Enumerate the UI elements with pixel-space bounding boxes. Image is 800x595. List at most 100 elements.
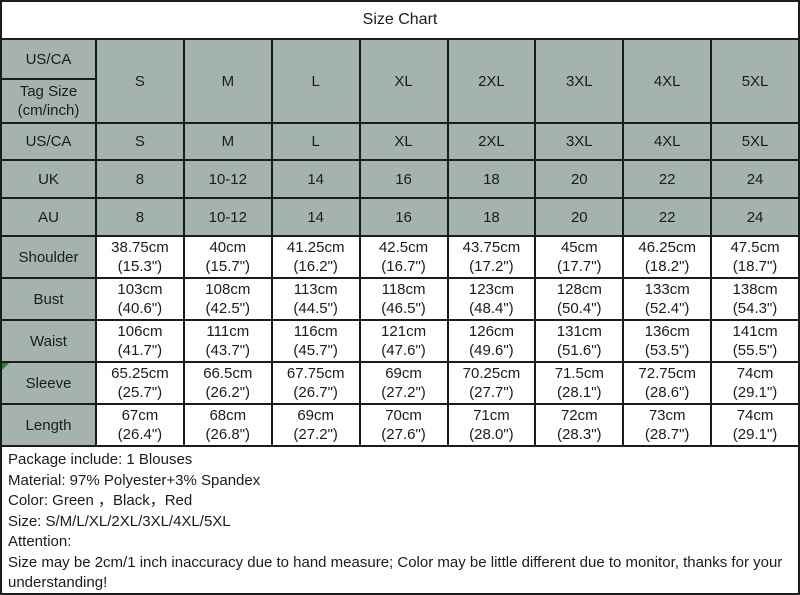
measurement-cell: 138cm (54.3") xyxy=(712,279,798,319)
measurement-cell: 70cm (27.6") xyxy=(360,405,449,445)
row-label: Bust xyxy=(2,279,97,319)
measurement-cell: 70.25cm (27.7") xyxy=(448,363,537,403)
table-row-length: Length 67cm (26.4") 68cm (26.8") 69cm (27.2… xyxy=(2,405,798,447)
measurement-cm: 136cm xyxy=(644,323,690,340)
measurement-inch: (49.6") xyxy=(469,342,514,359)
measurement-inch: (42.5") xyxy=(205,300,251,317)
measurement-inch: (27.2") xyxy=(381,384,426,401)
measurement-cm: 113cm xyxy=(293,281,338,298)
measurement-cm: 46.25cm xyxy=(638,239,696,256)
measurement-cm: 47.5cm xyxy=(730,239,780,256)
measurement-cm: 66.5cm xyxy=(203,365,253,382)
measurement-cell: 136cm (53.5") xyxy=(624,321,713,361)
measurement-cm: 111cm xyxy=(206,323,250,340)
row-label: Shoulder xyxy=(2,237,97,277)
measurement-inch: (29.1") xyxy=(732,426,778,443)
measurement-cell: 126cm (49.6") xyxy=(448,321,537,361)
measurement-inch: (26.8") xyxy=(205,426,251,443)
measurement-inch: (43.7") xyxy=(205,342,251,359)
measurement-cm: 71cm xyxy=(473,407,510,424)
measurement-cm: 108cm xyxy=(205,281,251,298)
measurement-cm: 116cm xyxy=(293,323,338,340)
measurement-inch: (18.7") xyxy=(732,258,778,275)
measurement-cm: 73cm xyxy=(648,407,686,424)
measurement-cm: 43.75cm xyxy=(462,239,521,256)
measurement-cm: 70.25cm xyxy=(462,365,521,382)
measurement-inch: (28.0") xyxy=(469,426,514,443)
size-value-cell: S xyxy=(97,124,185,159)
measurement-inch: (51.6") xyxy=(557,342,602,359)
measurement-cell: 72.75cm (28.6") xyxy=(624,363,713,403)
measurement-inch: (26.2") xyxy=(205,384,251,401)
measurement-inch: (44.5") xyxy=(293,300,338,317)
measurement-cm: 41.25cm xyxy=(286,239,345,256)
measurement-cell: 133cm (52.4") xyxy=(624,279,713,319)
measurement-cell: 72cm (28.3") xyxy=(536,405,625,445)
cell-comment-marker-icon xyxy=(2,363,9,370)
measurement-cm: 133cm xyxy=(644,281,690,298)
measurement-cm: 65.25cm xyxy=(111,365,169,382)
table-row-sleeve: Sleeve 65.25cm (25.7") 66.5cm (26.2") 67.7… xyxy=(2,363,798,405)
tag-size-band-label: Tag Size (cm/inch) xyxy=(2,80,95,122)
table-row-uk: UK 8 10-12 14 16 18 20 22 24 xyxy=(2,161,798,199)
measurement-cm: 42.5cm xyxy=(378,239,429,256)
measurement-inch: (50.4") xyxy=(557,300,602,317)
measurement-cm: 67.75cm xyxy=(286,365,345,382)
size-column-header: 3XL xyxy=(536,40,625,122)
measurement-cell: 111cm (43.7") xyxy=(184,321,273,361)
measurement-inch: (27.7") xyxy=(469,384,514,401)
measurement-cell: 40cm (15.7") xyxy=(184,237,273,277)
size-value-cell: 3XL xyxy=(536,124,625,159)
row-label: Waist xyxy=(2,321,97,361)
measurement-cm: 45cm xyxy=(560,239,598,256)
row-label: AU xyxy=(2,199,97,235)
size-value-cell: 8 xyxy=(97,161,185,197)
measurement-cell: 141cm (55.5") xyxy=(712,321,798,361)
measurement-cm: 38.75cm xyxy=(111,239,169,256)
measurement-cm: 106cm xyxy=(117,323,163,340)
measurement-inch: (17.7") xyxy=(557,258,602,275)
measurement-cell: 116cm (45.7") xyxy=(272,321,361,361)
measurement-inch: (16.2") xyxy=(293,258,338,275)
measurement-inch: (28.3") xyxy=(557,426,602,443)
measurement-cm: 74cm xyxy=(736,407,774,424)
measurement-cm: 131cm xyxy=(556,323,602,340)
measurement-cell: 69cm (27.2") xyxy=(360,363,449,403)
measurement-cell: 131cm (51.6") xyxy=(536,321,625,361)
table-row-au: AU 8 10-12 14 16 18 20 22 24 xyxy=(2,199,798,237)
measurement-inch: (55.5") xyxy=(732,342,778,359)
measurement-cell: 68cm (26.8") xyxy=(184,405,273,445)
measurement-cell: 108cm (42.5") xyxy=(184,279,273,319)
measurement-inch: (40.6") xyxy=(117,300,163,317)
measurement-cm: 118cm xyxy=(381,281,426,298)
row-label-text: Sleeve xyxy=(25,374,72,392)
table-row-usca: US/CA S M L XL 2XL 3XL 4XL 5XL xyxy=(2,124,798,161)
size-value-cell: 24 xyxy=(712,199,798,235)
size-value-cell: 4XL xyxy=(624,124,713,159)
measurement-inch: (27.6") xyxy=(381,426,426,443)
measurement-cm: 103cm xyxy=(117,281,163,298)
size-value-cell: 16 xyxy=(360,161,449,197)
measurement-cm: 74cm xyxy=(736,365,774,382)
size-column-header: L xyxy=(272,40,361,122)
measurement-inch: (28.7") xyxy=(644,426,690,443)
measurement-inch: (45.7") xyxy=(293,342,338,359)
measurement-cell: 71.5cm (28.1") xyxy=(536,363,625,403)
measurement-inch: (47.6") xyxy=(381,342,426,359)
table-row-bust: Bust 103cm (40.6") 108cm (42.5") 113cm (44.… xyxy=(2,279,798,321)
note-material: Material: 97% Polyester+3% Spandex xyxy=(8,471,261,489)
title-row: Size Chart xyxy=(2,2,798,40)
size-column-header: XL xyxy=(360,40,449,122)
table-row-shoulder: Shoulder 38.75cm (15.3") 40cm (15.7") 41.2… xyxy=(2,237,798,279)
measurement-cm: 67cm xyxy=(121,407,159,424)
measurement-inch: (29.1") xyxy=(732,384,778,401)
measurement-cm: 70cm xyxy=(385,407,422,424)
size-value-cell: 20 xyxy=(536,161,625,197)
page-title: Size Chart xyxy=(362,11,438,28)
size-value-cell: 20 xyxy=(536,199,625,235)
measurement-cell: 121cm (47.6") xyxy=(360,321,449,361)
row-label: UK xyxy=(2,161,97,197)
size-value-cell: 10-12 xyxy=(184,199,273,235)
measurement-inch: (27.2") xyxy=(293,426,338,443)
size-value-cell: 22 xyxy=(624,161,713,197)
